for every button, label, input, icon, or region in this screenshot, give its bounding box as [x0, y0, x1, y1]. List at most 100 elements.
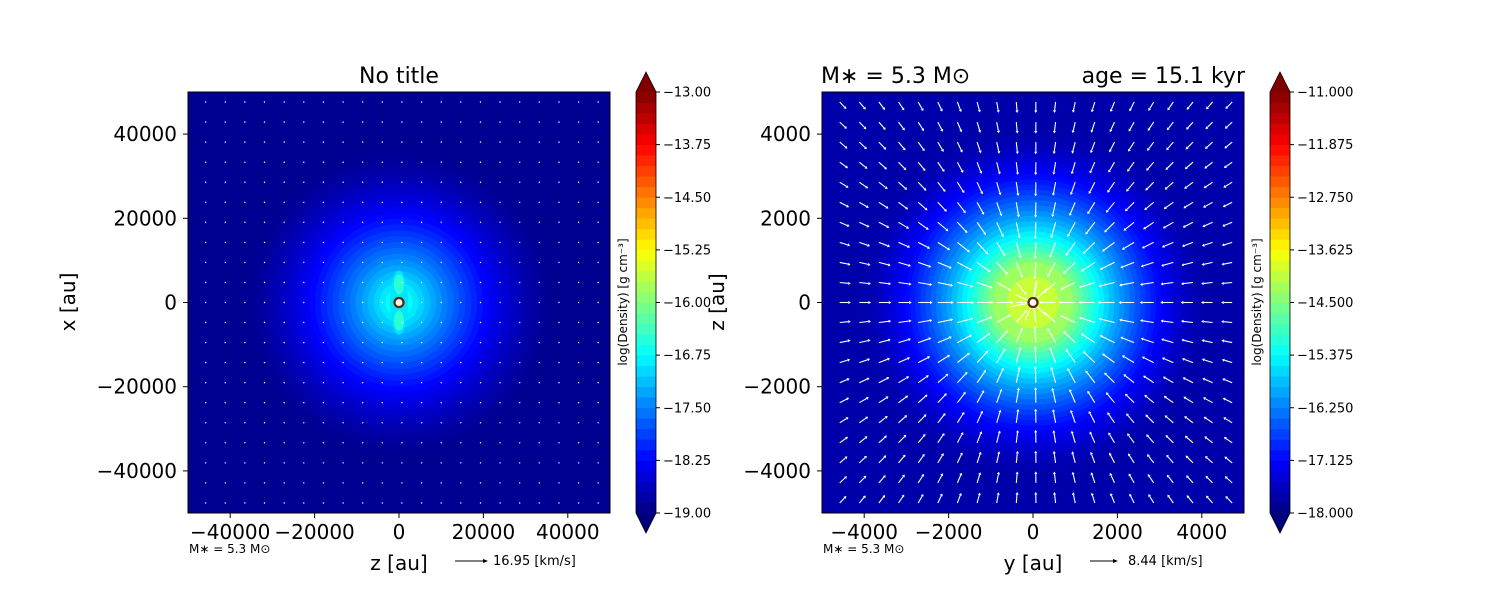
velocity-arrow [224, 482, 226, 484]
velocity-arrow [878, 396, 889, 404]
velocity-arrow [1070, 430, 1076, 443]
velocity-arrow [1065, 242, 1076, 256]
velocity-arrow [1079, 281, 1095, 289]
velocity-arrow [244, 101, 246, 103]
colorbar-extend-max [1270, 72, 1290, 92]
velocity-arrow [479, 221, 482, 223]
velocity-arrow [898, 357, 911, 364]
colorbar-level [1270, 92, 1290, 103]
right-panel: M∗ = 5.3 M⊙ age = 15.1 kyr −4000 −2000 0 20… [705, 64, 1353, 575]
velocity-arrow [1109, 452, 1115, 464]
velocity-arrow [1051, 387, 1057, 403]
velocity-arrow [401, 161, 403, 163]
x-tick-label: −2000 [915, 520, 983, 544]
velocity-arrow [1015, 450, 1019, 463]
velocity-arrow [205, 361, 207, 364]
velocity-arrow [499, 201, 501, 203]
velocity-arrow [858, 475, 867, 484]
velocity-arrow [996, 492, 1000, 504]
colorbar-tick-label: −17.125 [1297, 454, 1353, 469]
right-quiver-key: 8.44 [km/s] [1090, 554, 1203, 569]
velocity-arrow [858, 416, 869, 424]
velocity-arrow [577, 121, 580, 123]
velocity-arrow [878, 455, 887, 464]
velocity-arrow [898, 241, 911, 248]
velocity-arrow [322, 341, 325, 344]
velocity-arrow [996, 314, 1012, 323]
velocity-arrow [440, 442, 442, 444]
velocity-arrow [1034, 162, 1038, 176]
velocity-arrow [577, 261, 580, 264]
velocity-arrow [362, 121, 364, 123]
velocity-arrow [440, 382, 442, 384]
velocity-arrow [1106, 201, 1115, 213]
velocity-arrow [263, 361, 266, 364]
velocity-arrow [322, 141, 325, 143]
velocity-arrow [224, 402, 226, 404]
velocity-arrow [597, 121, 599, 123]
velocity-arrow [917, 181, 927, 191]
velocity-arrow [303, 101, 305, 103]
velocity-arrow [1034, 182, 1038, 197]
velocity-arrow [1221, 358, 1233, 364]
velocity-arrow [1185, 455, 1194, 464]
velocity-arrow [597, 482, 599, 484]
y-tick-label: 0 [164, 291, 177, 315]
colorbar-level [1270, 481, 1290, 493]
velocity-arrow [1098, 317, 1115, 324]
colorbar-level [636, 428, 656, 440]
velocity-arrow [381, 502, 383, 504]
velocity-arrow [1047, 262, 1057, 277]
velocity-arrow [538, 361, 540, 364]
velocity-arrow [956, 141, 963, 153]
colorbar-level [636, 249, 656, 261]
velocity-arrow [1109, 101, 1116, 112]
velocity-arrow [342, 462, 344, 464]
velocity-arrow [1129, 101, 1135, 112]
velocity-arrow [224, 422, 226, 424]
velocity-arrow [1015, 492, 1019, 504]
colorbar-level [1270, 502, 1290, 514]
velocity-arrow [996, 182, 1002, 196]
velocity-arrow [859, 377, 870, 384]
velocity-arrow [460, 121, 462, 123]
left-density-map [188, 92, 610, 513]
colorbar-level [1270, 260, 1290, 272]
velocity-arrow [1201, 339, 1213, 344]
velocity-arrow [558, 241, 560, 244]
velocity-arrow [1119, 318, 1135, 324]
velocity-arrow [996, 367, 1004, 383]
velocity-arrow [440, 241, 442, 244]
velocity-arrow [224, 442, 226, 444]
velocity-arrow [917, 414, 927, 424]
velocity-arrow [499, 221, 501, 223]
velocity-arrow [1090, 121, 1096, 133]
velocity-arrow [558, 141, 560, 143]
velocity-arrow [956, 161, 964, 173]
velocity-arrow [1034, 122, 1038, 134]
velocity-arrow [479, 281, 482, 284]
velocity-arrow [1063, 262, 1076, 274]
velocity-arrow [558, 502, 560, 504]
velocity-arrow [597, 181, 599, 183]
velocity-arrow [839, 241, 851, 247]
right-colorbar-ticks: −18.000 −17.125 −16.250 −15.375 −14.500 −13.6… [1290, 86, 1353, 522]
right-colorbar-label: log(Density) [g cm⁻³] [1250, 238, 1264, 365]
velocity-arrow [401, 382, 403, 384]
velocity-arrow [205, 261, 207, 264]
velocity-arrow [244, 462, 246, 464]
velocity-arrow [401, 442, 403, 444]
velocity-arrow [1203, 181, 1213, 189]
velocity-arrow [1182, 241, 1194, 248]
velocity-arrow [976, 410, 984, 424]
velocity-arrow [937, 261, 952, 269]
velocity-arrow [1052, 122, 1057, 134]
velocity-arrow [1015, 387, 1020, 403]
velocity-arrow [440, 341, 442, 344]
velocity-arrow [1128, 473, 1135, 484]
velocity-arrow [1184, 435, 1194, 444]
velocity-arrow [937, 413, 946, 424]
velocity-arrow [224, 181, 226, 183]
colorbar-level [1270, 313, 1290, 324]
velocity-arrow [263, 402, 266, 404]
